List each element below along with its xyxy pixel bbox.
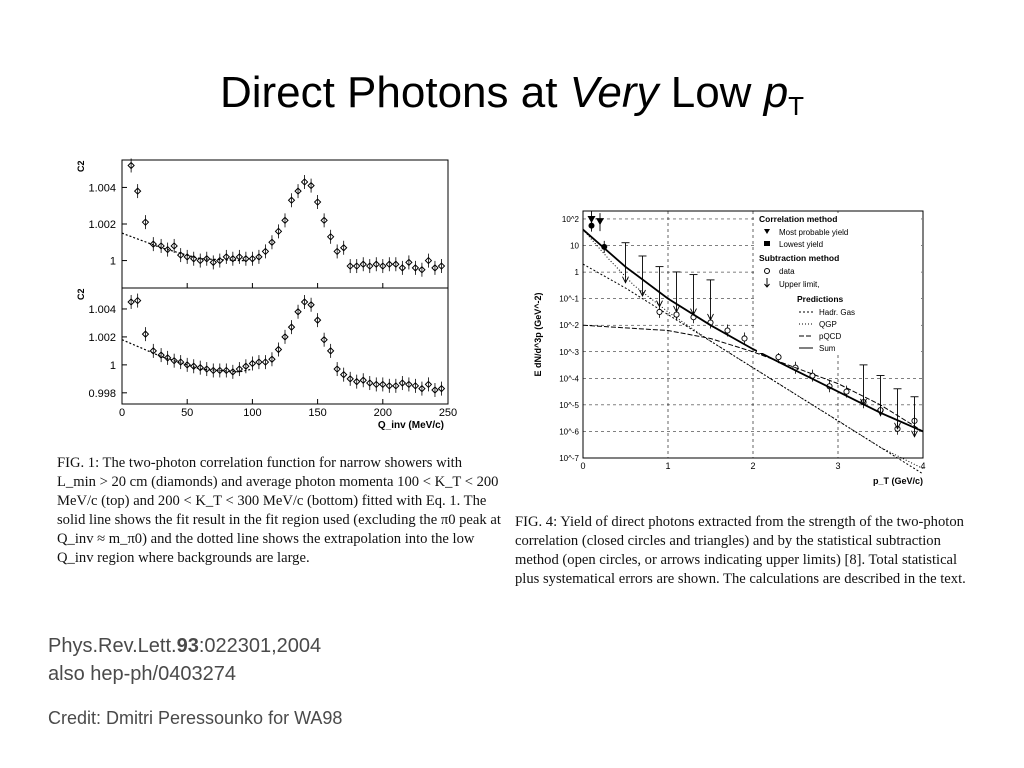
slide-title: Direct Photons at Very Low pT (0, 68, 1024, 122)
fig4-legend-label: QGP (819, 320, 837, 329)
reference: Phys.Rev.Lett.93:022301,2004 also hep-ph… (48, 632, 321, 688)
fig1-xtick-label: 50 (181, 407, 193, 419)
title-italic: Very (569, 68, 659, 117)
ref-journal: Phys.Rev.Lett. (48, 635, 177, 657)
fig1-xtick-label: 250 (439, 407, 457, 419)
fig4-arrow-head (656, 300, 663, 308)
fig4-legend-symbol (764, 229, 770, 234)
fig4-data-point (724, 327, 731, 334)
fig4-caption: FIG. 4: Yield of direct photons extracte… (515, 514, 966, 587)
fig1-ytick-label: 0.998 (88, 388, 116, 400)
fig1-ytick-label: 1.004 (88, 304, 116, 316)
fig1-ytick-label: 1.002 (88, 332, 116, 344)
fig4-legend-label: data (779, 267, 795, 276)
fig4-plot: 0 1 2 3 4 10^2 10 1 10^-1 10^-2 10^-3 10^-4 10^-5 10^… (533, 210, 926, 486)
ref-volume: 93 (176, 635, 199, 657)
fig4-legend-label: Hadr. Gas (819, 308, 855, 317)
fig1-xlabel: Q_inv (MeV/c) (378, 420, 444, 431)
fig4-legend-label: Most probable yield (779, 228, 848, 237)
fig4-ytick-label: 1 (575, 268, 580, 277)
fig1-ytick-label: 1.002 (88, 219, 116, 231)
fig4-ylabel: E dN/d^3p (GeV^-2) (533, 292, 543, 376)
fig4-ytick-label: 10^2 (562, 215, 580, 224)
fig1-xtick-label: 0 (119, 407, 125, 419)
reference-line2: also hep-ph/0403274 (48, 663, 236, 685)
fig4-curve (582, 324, 924, 432)
fig4-data-point (656, 308, 663, 315)
fig4-arrow-head (911, 430, 918, 438)
reference-line1: Phys.Rev.Lett.93:022301,2004 (48, 632, 321, 660)
fig1-xtick-label: 100 (243, 407, 261, 419)
credit-line: Credit: Dmitri Peressounko for WA98 (48, 708, 343, 728)
fig4-data-point (843, 388, 850, 395)
fig1-xtick-label: 150 (308, 407, 326, 419)
fig4-xtick-label: 2 (750, 461, 755, 471)
fig4-curve (582, 228, 924, 433)
fig1-ylabel: C2 (76, 160, 86, 172)
fig4-legend-bg (757, 213, 921, 353)
fig4-ytick-label: 10^-7 (559, 454, 579, 463)
fig4-ytick-label: 10^-2 (559, 321, 579, 330)
title-text-1: Direct Photons at (219, 68, 570, 117)
fig4-arrow-head (673, 305, 680, 313)
fig4-legend-header: Correlation method (759, 214, 837, 224)
fig1-ylabel: C2 (76, 288, 86, 300)
fig1-ytick-label: 1.004 (88, 182, 116, 194)
fig1-xtick-label: 200 (374, 407, 392, 419)
fig1-ytick-label: 1 (110, 360, 116, 372)
fig4-ytick-label: 10^-3 (559, 348, 579, 357)
fig4-ytick-label: 10^-4 (559, 374, 579, 383)
fig4-ytick-label: 10^-5 (559, 401, 579, 410)
fig1-ytick-label: 1 (110, 256, 116, 268)
title-p: p (763, 68, 789, 117)
fig4-arrow-head (639, 289, 646, 297)
fig4-arrow-head (707, 313, 714, 321)
fig4-legend-label: Lowest yield (779, 240, 823, 249)
fig4-xtick-label: 1 (665, 461, 670, 471)
fig4-legend-symbol (764, 241, 770, 246)
fig1-caption: FIG. 1: The two-photon correlation funct… (57, 455, 501, 566)
fig4-data-point (741, 335, 748, 342)
fig1-panel-frame (121, 287, 449, 405)
fig4-xlabel: p_T (GeV/c) (873, 476, 923, 486)
fig4-data-point (775, 354, 782, 361)
fig4-ytick-label: 10 (570, 242, 579, 251)
fig4-ytick-label: 10^-1 (559, 295, 579, 304)
fig4-xtick-label: 4 (920, 461, 925, 471)
ref-page: :022301,2004 (198, 635, 322, 657)
title-subscript: T (788, 91, 805, 121)
fig4-legend-label: pQCD (819, 332, 841, 341)
fig4-legend-label: Upper limit, (779, 280, 819, 289)
fig4-arrow-head (894, 422, 901, 430)
fig4-legend-symbol (764, 278, 770, 288)
fig4-legend-symbol (764, 268, 770, 274)
fig4-legend-label: Sum (819, 344, 836, 353)
fig1-fit-curve (121, 232, 246, 262)
fig4-xtick-label: 3 (835, 461, 840, 471)
title-text-2: Low (658, 68, 764, 117)
fig4-legend-header: Predictions (797, 294, 844, 304)
fig4-xtick-label: 0 (580, 461, 585, 471)
fig4-ytick-label: 10^-6 (559, 427, 579, 436)
fig4-legend-header: Subtraction method (759, 253, 839, 263)
fig4-curve (582, 229, 924, 470)
